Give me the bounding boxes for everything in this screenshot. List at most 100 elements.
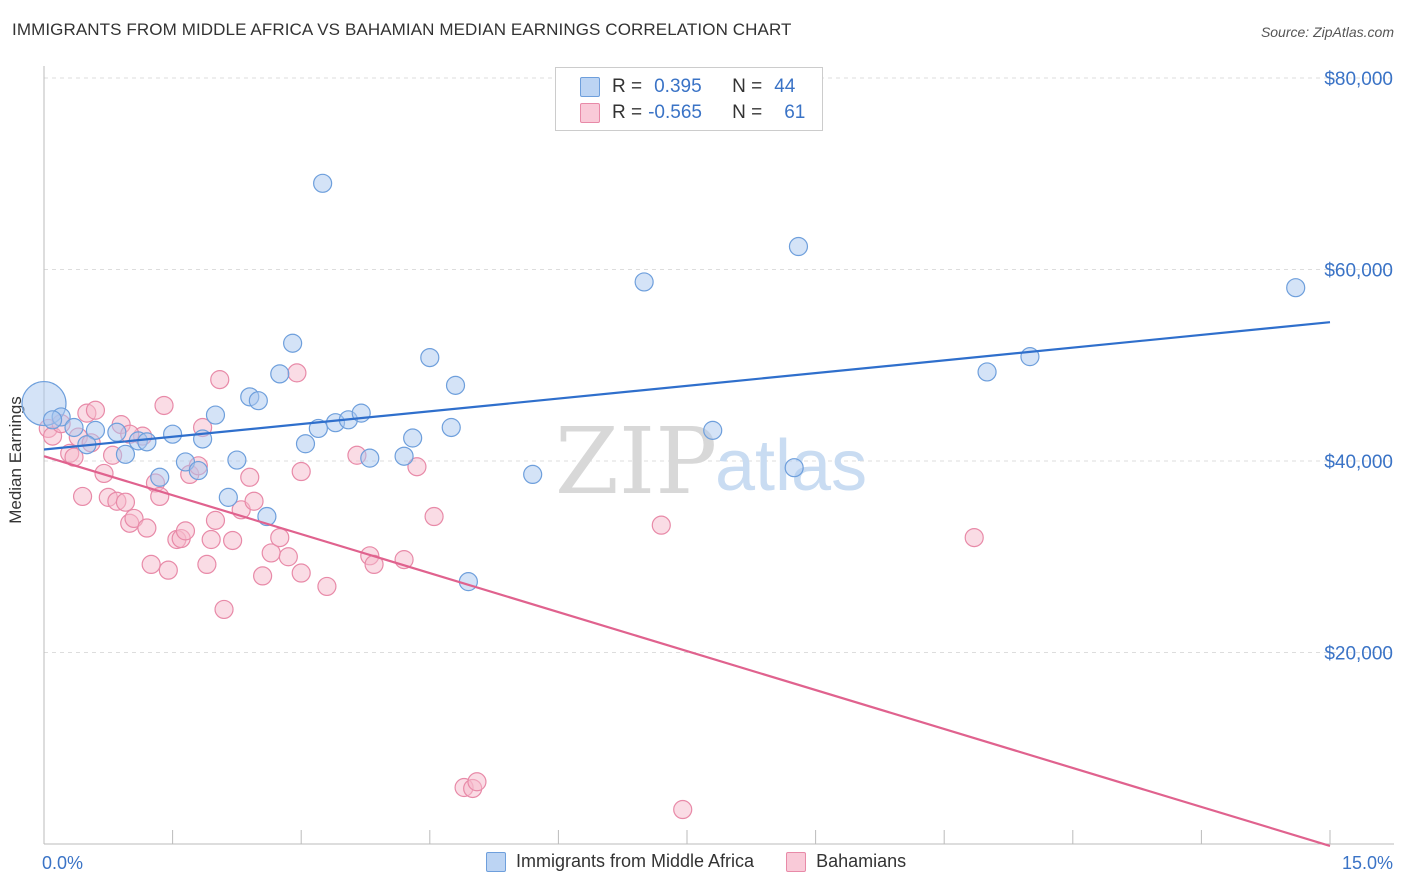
data-point [467,772,487,792]
trend-lines [43,321,1331,847]
data-point [248,391,268,411]
data-point [163,424,183,444]
trend-line-bahamians [43,455,1331,847]
data-point [278,547,298,567]
r-label: R = [612,102,643,123]
data-point [210,370,230,390]
source-label: Source: ZipAtlas.com [1260,24,1394,40]
blue-swatch [486,851,506,872]
y-tick-label: $60,000 [1324,261,1393,282]
data-point [223,530,243,551]
data-point [175,521,196,541]
data-point [291,563,311,583]
data-point [158,560,178,580]
data-point [634,272,654,292]
data-point [137,518,157,538]
legend-row-pink: R = -0.565 N = 61 [580,100,805,126]
data-point [295,434,316,454]
data-point [964,527,984,548]
legend-row-blue: R = 0.395 N = 44 [580,74,795,100]
data-point [317,576,337,597]
data-point [42,410,63,430]
data-point [270,364,290,384]
data-point [115,444,136,464]
r-label: R = [612,76,643,97]
data-point [253,566,273,586]
watermark-zip: ZIP [555,408,717,515]
data-point [703,420,723,440]
data-point [205,510,226,530]
data-point [107,422,127,442]
r-value: -0.565 [648,102,702,123]
n-label: N = [732,76,763,97]
n-label: N = [732,102,763,123]
data-point [197,554,217,575]
blue-swatch [580,77,600,97]
n-value: 44 [774,76,796,97]
data-point [313,173,333,193]
data-point [651,515,671,535]
legend-item-bahamians: Bahamians [786,851,906,872]
data-point [784,458,804,478]
pink-swatch [786,851,807,872]
data-point [115,492,136,512]
data-point [188,460,208,481]
data-point [407,457,427,477]
data-point [270,527,290,548]
data-point [214,599,234,620]
data-point [85,420,106,440]
data-point [240,467,260,487]
legend-item-middle-africa: Immigrants from Middle Africa [486,851,754,872]
data-point [64,417,84,438]
data-point [673,799,693,820]
series-middle-africa [21,173,1306,592]
x-tick-label: 15.0% [1342,853,1393,873]
r-value: 0.395 [654,76,702,97]
data-point [244,491,264,511]
data-point [420,347,440,368]
data-point [137,432,157,452]
n-value: 61 [784,102,806,123]
data-point [85,400,106,420]
y-tick-labels: $20,000 $40,000 $60,000 $80,000 [1324,69,1393,665]
data-point [403,428,423,448]
data-point [154,395,174,416]
data-point [201,529,221,550]
y-tick-label: $80,000 [1324,69,1393,90]
data-point [308,418,328,439]
pink-swatch [580,103,600,123]
data-point [218,487,238,507]
data-point [523,464,543,485]
data-point [283,333,303,353]
x-tick-labels: 0.0% 15.0% [42,853,1393,873]
data-point [977,362,997,382]
y-tick-label: $40,000 [1324,452,1393,473]
data-point [72,486,93,507]
data-point [287,363,307,383]
data-point [1286,278,1306,298]
chart-title: IMMIGRANTS FROM MIDDLE AFRICA VS BAHAMIA… [12,20,792,39]
data-point [458,572,478,592]
data-point [424,506,444,527]
data-point [291,461,311,482]
y-tick-label: $20,000 [1324,644,1393,665]
data-point [788,236,809,257]
data-point [445,375,466,395]
correlation-legend: R = 0.395 N = 44 R = -0.565 N = 61 [555,67,823,131]
data-point [150,467,170,487]
data-point [205,405,226,425]
data-point [441,417,461,438]
trend-line-middle-africa [43,321,1331,451]
data-point [227,450,247,470]
data-point [394,446,414,466]
x-tick-label: 0.0% [42,853,83,873]
data-point [124,508,144,529]
legend-label: Immigrants from Middle Africa [516,851,755,871]
data-point [257,506,277,527]
series-legend: Immigrants from Middle Africa Bahamians [486,851,938,872]
data-point [141,554,161,575]
legend-label: Bahamians [816,851,907,871]
data-point [360,448,380,468]
axes [43,66,1394,845]
